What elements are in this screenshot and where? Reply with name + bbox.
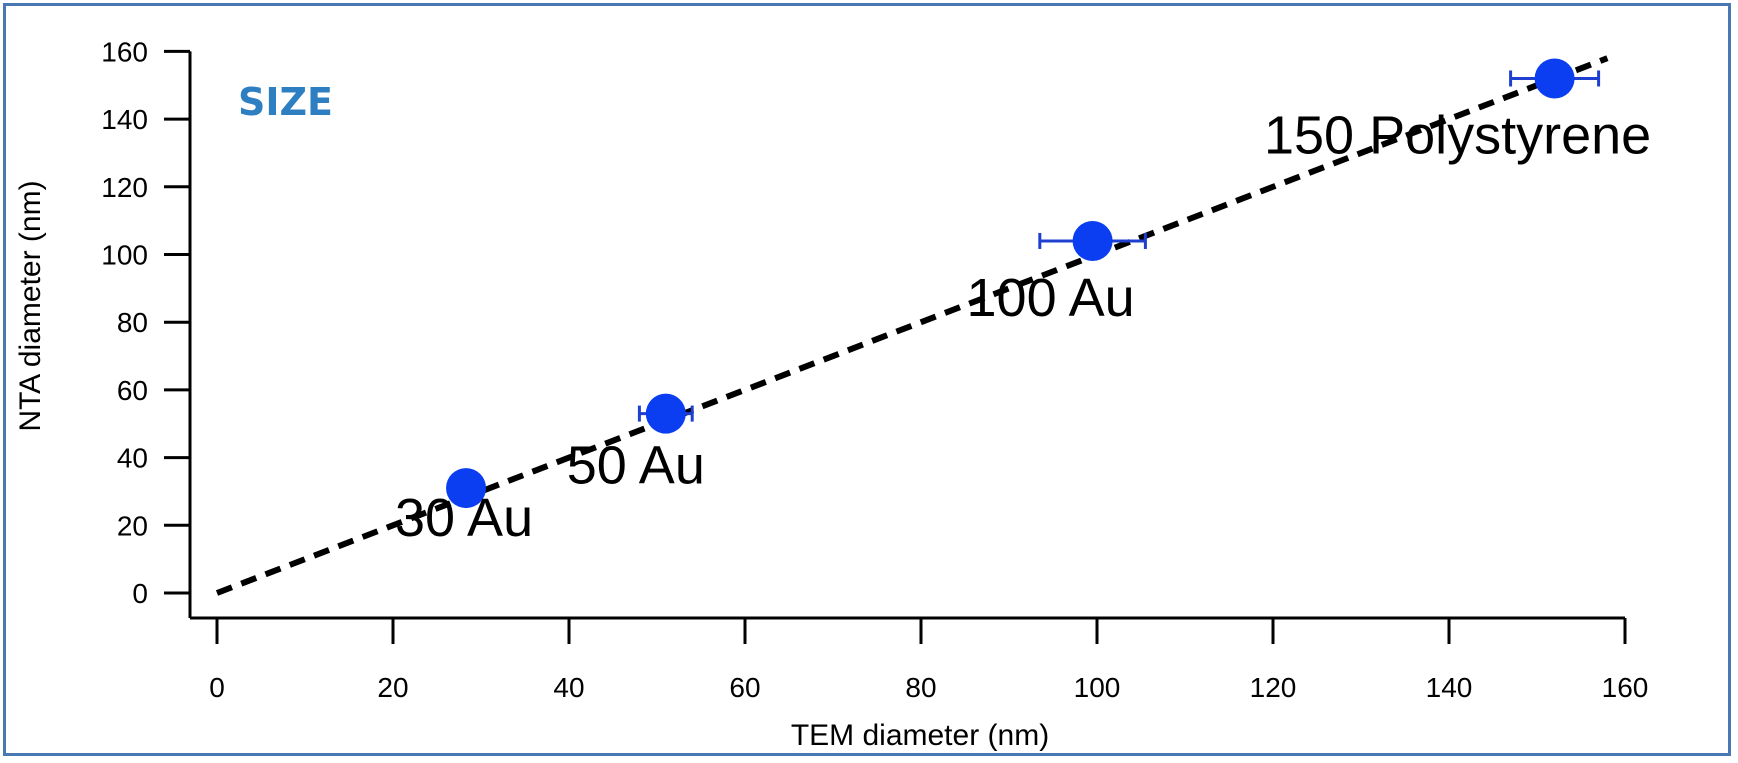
y-tick-label: 140 — [101, 104, 148, 135]
point-label: 50 Au — [567, 436, 705, 496]
x-tick-label: 0 — [209, 672, 225, 703]
labels-layer: 30 Au 50 Au 100 Au 150 Polystyrene — [395, 105, 1651, 548]
x-tick-label: 40 — [553, 672, 584, 703]
point-label: 150 Polystyrene — [1264, 105, 1651, 165]
y-tick-label: 0 — [132, 578, 148, 609]
data-point — [1534, 58, 1575, 99]
y-axis: 0 20 40 60 80 100 120 140 160 — [101, 36, 192, 618]
y-tick-label: 60 — [117, 375, 148, 406]
x-tick-label: 120 — [1250, 672, 1297, 703]
data-point-group — [446, 468, 487, 509]
x-axis: 0 20 40 60 80 100 120 140 160 — [190, 616, 1649, 703]
x-tick-label: 60 — [729, 672, 760, 703]
x-axis-title: TEM diameter (nm) — [791, 719, 1049, 752]
chart-frame — [3, 3, 1731, 756]
y-tick-label: 120 — [101, 172, 148, 203]
panel-label: SIZE — [238, 80, 333, 124]
point-label: 100 Au — [967, 268, 1135, 328]
y-tick-label: 20 — [117, 510, 148, 541]
y-tick-label: 40 — [117, 443, 148, 474]
x-tick-label: 140 — [1426, 672, 1473, 703]
y-tick-label: 100 — [101, 240, 148, 271]
data-point — [645, 393, 686, 434]
y-tick-label: 80 — [117, 307, 148, 338]
x-tick-label: 80 — [905, 672, 936, 703]
reference-line-layer — [215, 55, 1609, 596]
point-label: 30 Au — [395, 488, 533, 548]
data-point — [1072, 220, 1113, 261]
points-layer — [446, 58, 1601, 509]
reference-line — [215, 55, 1609, 596]
x-tick-label: 100 — [1074, 672, 1121, 703]
data-point-group — [1038, 220, 1147, 261]
y-tick-label: 160 — [101, 36, 148, 67]
x-tick-label: 20 — [377, 672, 408, 703]
data-point-group — [1509, 58, 1601, 99]
y-axis-title: NTA diameter (nm) — [14, 180, 47, 431]
x-tick-label: 160 — [1602, 672, 1649, 703]
data-point — [446, 468, 487, 509]
data-point-group — [637, 393, 694, 434]
